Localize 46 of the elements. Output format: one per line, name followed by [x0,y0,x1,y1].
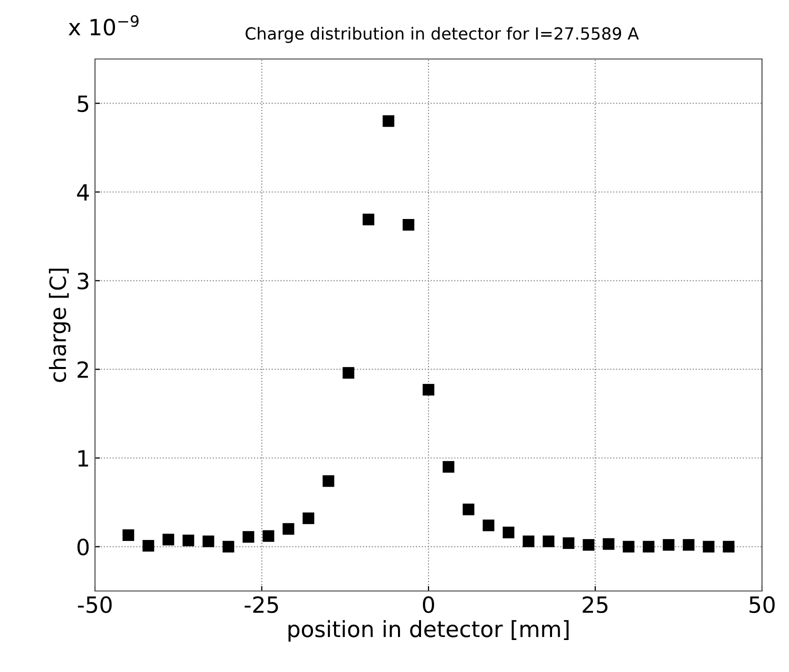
x-tick-label: -25 [244,596,278,614]
point [162,534,174,546]
point [362,214,374,226]
text: x 10$^{−9}$ [68,15,139,36]
y-tick-label: 1 [78,450,88,466]
y-tick-label: 0 [77,538,89,556]
point [322,475,334,487]
point [342,367,354,379]
point [702,540,714,552]
point [262,530,274,542]
y-axis-title: charge [C] [48,268,70,382]
chart-title: Charge distribution in detector for I=27.5589 A [246,26,639,44]
x-tick-label: 0 [422,596,434,614]
point [582,539,594,551]
x-tick-label: 50 [750,596,775,614]
point [502,526,514,538]
point [642,540,654,552]
x-tick-label: 25 [582,596,608,614]
point [602,538,614,550]
point [542,536,554,548]
point [622,540,634,552]
point [142,540,154,552]
point [422,384,434,396]
y-tick-label: 2 [78,361,88,378]
point [382,115,394,127]
point [242,531,254,543]
point [562,537,574,549]
point [202,536,214,548]
point [182,534,194,546]
point [682,539,694,551]
point [462,504,474,516]
point [402,218,414,231]
point [302,512,314,524]
point [482,520,494,532]
point [282,523,294,535]
point [522,536,534,548]
y-tick-label: 3 [78,272,88,290]
point [122,529,134,541]
point [442,461,454,473]
y-tick-label: 4 [77,184,89,200]
point [722,540,734,552]
x-axis-title: position in detector [mm] [288,620,569,642]
point [662,539,674,551]
x-tick-label: -50 [78,596,112,614]
point [222,540,234,552]
y-tick-label: 5 [78,96,88,112]
